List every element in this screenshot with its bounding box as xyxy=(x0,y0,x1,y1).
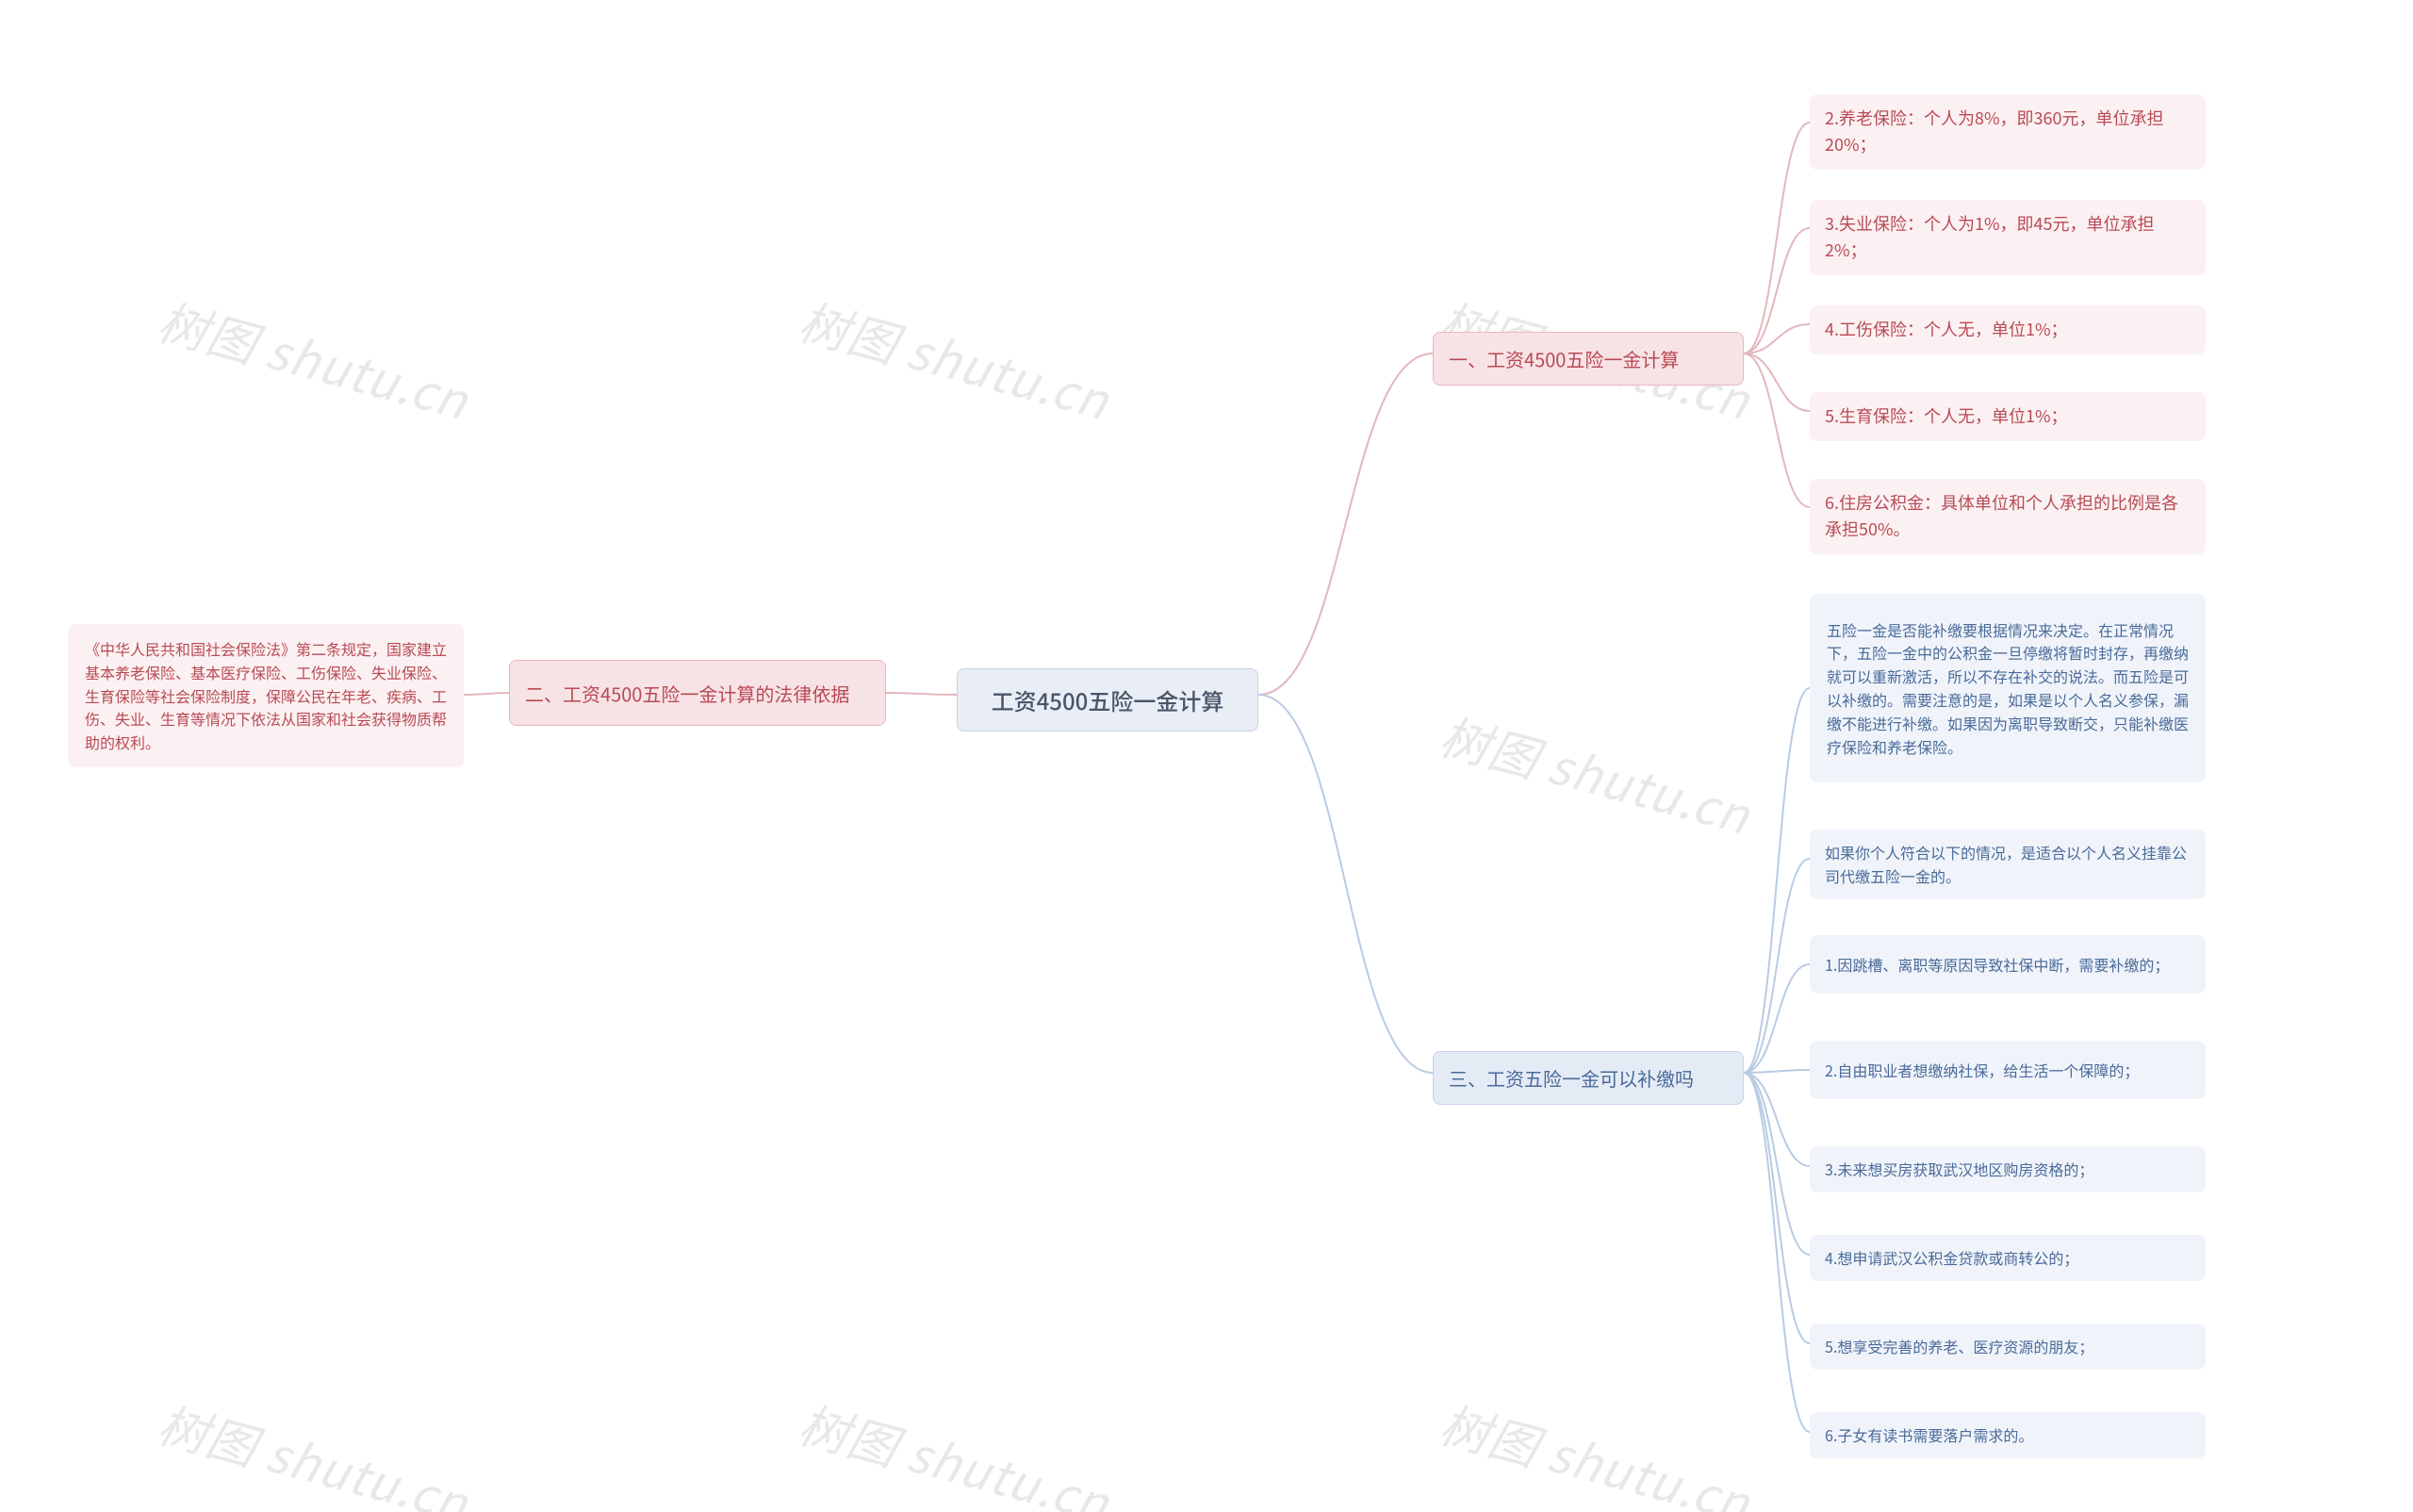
watermark: 树图 shutu.cn xyxy=(1434,698,1759,848)
mindmap-canvas: 树图 shutu.cn 树图 shutu.cn 树图 shutu.cn 树图 shut… xyxy=(0,0,2413,1512)
root-node[interactable]: 工资4500五险一金计算 xyxy=(957,668,1258,731)
watermark: 树图 shutu.cn xyxy=(1434,1386,1759,1512)
branch-node-1[interactable]: 二、工资4500五险一金计算的法律依据 xyxy=(509,660,886,726)
connector-edge xyxy=(1744,964,1810,1073)
leaf-node-2-7-label: 6.子女有读书需要落户需求的。 xyxy=(1825,1423,2191,1447)
branch-node-0-label: 一、工资4500五险一金计算 xyxy=(1449,344,1728,373)
leaf-node-2-1[interactable]: 如果你个人符合以下的情况，是适合以个人名义挂靠公司代缴五险一金的。 xyxy=(1810,830,2206,899)
leaf-node-0-3[interactable]: 5.生育保险：个人无，单位1%； xyxy=(1810,392,2206,441)
leaf-node-2-3-label: 2.自由职业者想缴纳社保，给生活一个保障的； xyxy=(1825,1059,2191,1082)
leaf-node-0-4[interactable]: 6.住房公积金：具体单位和个人承担的比例是各承担50%。 xyxy=(1810,479,2206,554)
leaf-node-0-1-label: 3.失业保险：个人为1%，即45元，单位承担2%； xyxy=(1825,211,2191,264)
leaf-node-0-2[interactable]: 4.工伤保险：个人无，单位1%； xyxy=(1810,305,2206,354)
leaf-node-0-0[interactable]: 2.养老保险：个人为8%，即360元，单位承担20%； xyxy=(1810,94,2206,170)
leaf-node-0-4-label: 6.住房公积金：具体单位和个人承担的比例是各承担50%。 xyxy=(1825,490,2191,543)
connector-edge xyxy=(1744,1073,1810,1343)
watermark: 树图 shutu.cn xyxy=(152,283,477,434)
connector-edge xyxy=(1744,123,1810,353)
connector-edge xyxy=(1744,1070,1810,1073)
branch-node-1-label: 二、工资4500五险一金计算的法律依据 xyxy=(525,679,870,708)
leaf-node-2-7[interactable]: 6.子女有读书需要落户需求的。 xyxy=(1810,1412,2206,1458)
branch-node-2-label: 三、工资五险一金可以补缴吗 xyxy=(1449,1063,1728,1093)
leaf-node-2-6-label: 5.想享受完善的养老、医疗资源的朋友； xyxy=(1825,1335,2191,1358)
leaf-node-2-1-label: 如果你个人符合以下的情况，是适合以个人名义挂靠公司代缴五险一金的。 xyxy=(1825,841,2191,888)
connector-edge xyxy=(1744,1073,1810,1166)
branch-node-2[interactable]: 三、工资五险一金可以补缴吗 xyxy=(1433,1051,1744,1105)
leaf-node-0-2-label: 4.工伤保险：个人无，单位1%； xyxy=(1825,317,2191,343)
watermark: 树图 shutu.cn xyxy=(152,1386,477,1512)
connector-edge xyxy=(464,693,509,695)
leaf-node-2-4-label: 3.未来想买房获取武汉地区购房资格的； xyxy=(1825,1158,2191,1181)
connector-edge xyxy=(1744,688,1810,1073)
leaf-node-2-5-label: 4.想申请武汉公积金贷款或商转公的； xyxy=(1825,1246,2191,1270)
connector-edge xyxy=(1258,695,1433,1073)
leaf-node-2-2-label: 1.因跳槽、离职等原因导致社保中断，需要补缴的； xyxy=(1825,953,2191,977)
leaf-node-2-6[interactable]: 5.想享受完善的养老、医疗资源的朋友； xyxy=(1810,1323,2206,1370)
connector-edge xyxy=(1744,1073,1810,1255)
connector-edge xyxy=(1744,353,1810,411)
leaf-node-2-2[interactable]: 1.因跳槽、离职等原因导致社保中断，需要补缴的； xyxy=(1810,935,2206,994)
connector-edge xyxy=(1744,324,1810,353)
root-node-label: 工资4500五险一金计算 xyxy=(975,682,1240,717)
watermark: 树图 shutu.cn xyxy=(793,1386,1118,1512)
leaf-node-2-5[interactable]: 4.想申请武汉公积金贷款或商转公的； xyxy=(1810,1235,2206,1281)
connector-edge xyxy=(1744,1073,1810,1432)
connector-edge xyxy=(886,693,957,695)
leaf-node-1-0-label: 《中华人民共和国社会保险法》第二条规定，国家建立基本养老保险、基本医疗保险、工伤… xyxy=(85,637,447,754)
leaf-node-2-3[interactable]: 2.自由职业者想缴纳社保，给生活一个保障的； xyxy=(1810,1041,2206,1099)
leaf-node-0-1[interactable]: 3.失业保险：个人为1%，即45元，单位承担2%； xyxy=(1810,200,2206,275)
leaf-node-2-0-label: 五险一金是否能补缴要根据情况来决定。在正常情况下，五险一金中的公积金一旦停缴将暂… xyxy=(1827,618,2189,759)
leaf-node-0-3-label: 5.生育保险：个人无，单位1%； xyxy=(1825,403,2191,430)
branch-node-0[interactable]: 一、工资4500五险一金计算 xyxy=(1433,332,1744,386)
leaf-node-1-0[interactable]: 《中华人民共和国社会保险法》第二条规定，国家建立基本养老保险、基本医疗保险、工伤… xyxy=(68,624,464,767)
connector-edge xyxy=(1744,859,1810,1073)
leaf-node-2-0[interactable]: 五险一金是否能补缴要根据情况来决定。在正常情况下，五险一金中的公积金一旦停缴将暂… xyxy=(1810,594,2206,782)
connector-edge xyxy=(1258,353,1433,695)
connector-edge xyxy=(1744,353,1810,507)
connector-edge xyxy=(1744,228,1810,353)
leaf-node-2-4[interactable]: 3.未来想买房获取武汉地区购房资格的； xyxy=(1810,1146,2206,1192)
watermark: 树图 shutu.cn xyxy=(793,283,1118,434)
leaf-node-0-0-label: 2.养老保险：个人为8%，即360元，单位承担20%； xyxy=(1825,106,2191,158)
